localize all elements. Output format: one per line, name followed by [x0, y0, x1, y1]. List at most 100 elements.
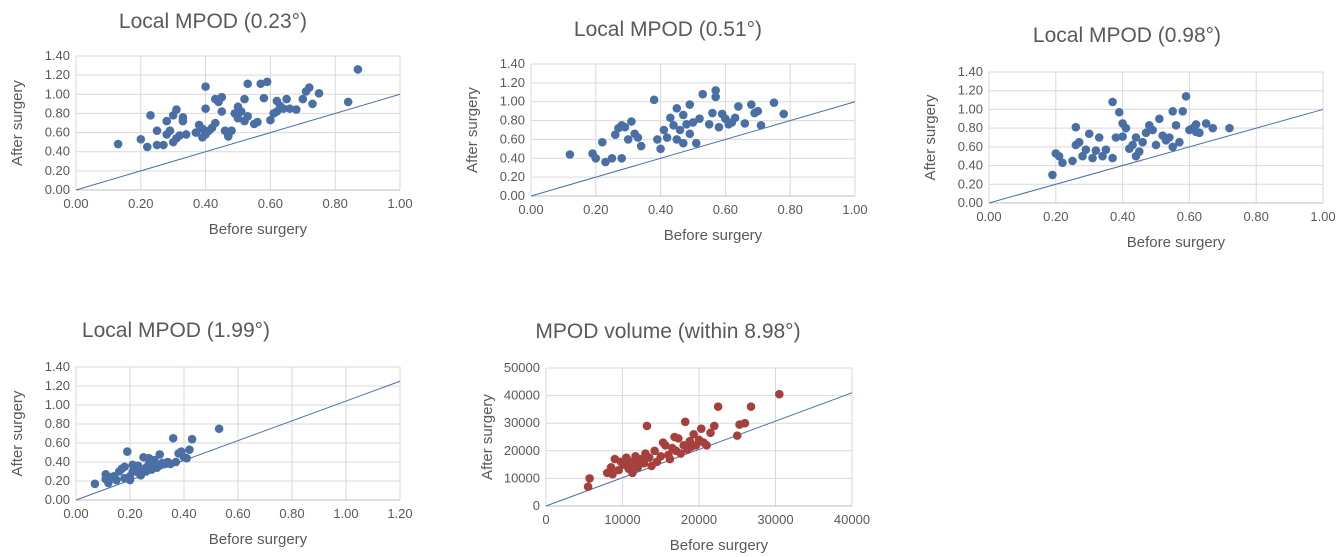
scatter-point: [243, 112, 253, 121]
scatter-point: [292, 105, 301, 114]
y-tick-label: 0.60: [45, 125, 70, 140]
scatter-point: [236, 107, 246, 116]
scatter-point: [661, 440, 670, 450]
scatter-point: [308, 99, 317, 109]
scatter-point: [1151, 140, 1161, 150]
scatter-point: [704, 120, 714, 129]
y-tick-label: 1.20: [500, 75, 525, 90]
scatter-point: [1048, 170, 1057, 180]
y-tick-label: 0.20: [45, 163, 70, 178]
scatter-point: [696, 424, 706, 434]
scatter-point: [649, 95, 659, 105]
scatter-point: [123, 447, 132, 456]
chart-title: MPOD volume (within 8.98°): [535, 320, 800, 343]
x-tick-label: 30000: [757, 512, 793, 527]
y-tick-label: 1.40: [500, 56, 525, 71]
scatter-point: [682, 120, 691, 129]
scatter-point: [1108, 153, 1117, 163]
scatter-point: [583, 482, 593, 491]
scatter-point: [187, 434, 197, 444]
x-tick-label: 40000: [834, 512, 870, 527]
scatter-point: [672, 135, 682, 144]
x-tick-label: 1.00: [842, 202, 867, 217]
scatter-point: [343, 97, 353, 107]
y-tick-label: 0.40: [45, 454, 70, 469]
scatter-point: [1081, 145, 1091, 154]
x-tick-label: 0: [542, 512, 549, 527]
scatter-point: [181, 130, 191, 139]
scatter-point: [314, 89, 324, 98]
x-axis-label: Before surgery: [670, 537, 769, 554]
scatter-point: [756, 120, 766, 130]
scatter-point: [1058, 158, 1067, 168]
scatter-point: [747, 100, 756, 109]
scatter-point: [678, 110, 688, 120]
y-tick-label: 0.60: [45, 435, 70, 450]
scatter-point: [779, 109, 789, 119]
scatter-point: [713, 402, 723, 411]
y-tick-label: 0.80: [45, 416, 70, 431]
scatter-point: [1165, 133, 1174, 142]
scatter-point: [1118, 132, 1127, 141]
scatter-point: [740, 119, 750, 128]
scatter-point: [775, 389, 784, 399]
x-tick-label: 0.80: [323, 196, 348, 211]
scatter-point: [639, 458, 649, 468]
y-tick-label: 0.80: [500, 113, 525, 128]
scatter-point: [1078, 151, 1087, 161]
scatter-point: [1195, 128, 1204, 138]
scatter-point: [125, 475, 135, 485]
scatter-point: [1141, 128, 1151, 138]
scatter-point: [1178, 107, 1188, 116]
scatter-point: [601, 157, 610, 167]
scatter-point: [710, 421, 719, 431]
scatter-point: [191, 128, 201, 137]
scatter-point: [262, 77, 272, 87]
y-tick-label: 1.00: [500, 94, 525, 109]
chart-title: Local MPOD (0.51°): [574, 18, 762, 41]
scatter-point: [708, 108, 717, 118]
y-tick-label: 50000: [504, 360, 540, 375]
x-axis-label: Before surgery: [664, 227, 763, 244]
x-tick-label: 1.00: [387, 196, 412, 211]
scatter-point: [266, 115, 275, 125]
scatter-point: [711, 92, 720, 102]
scatter-point: [1091, 146, 1101, 155]
scatter-point: [695, 114, 704, 123]
scatter-point: [1128, 140, 1137, 150]
scatter-point: [740, 418, 750, 428]
y-tick-label: 0.80: [958, 120, 983, 135]
scatter-point: [304, 83, 314, 92]
scatter-point: [642, 421, 652, 431]
scatter-point: [214, 424, 224, 434]
scatter-point: [656, 144, 665, 154]
scatter-point: [732, 431, 742, 440]
scatter-point: [182, 453, 191, 463]
scatter-point: [1084, 129, 1094, 139]
scatter-point: [680, 417, 690, 427]
y-tick-label: 0: [533, 498, 540, 513]
scatter-point: [353, 65, 363, 74]
scatter-point: [665, 454, 675, 464]
x-tick-label: 0.20: [583, 202, 608, 217]
scatter-point: [734, 102, 743, 111]
y-tick-label: 0.40: [500, 150, 525, 165]
y-tick-label: 0.60: [500, 131, 525, 146]
chart-local-mpod-098: Local MPOD (0.98°) 0.00 0.20 0.40 0.60 0.80 1.…: [922, 24, 1336, 251]
y-tick-label: 0.00: [958, 195, 983, 210]
x-axis-label: Before surgery: [209, 531, 308, 548]
scatter-point: [653, 135, 662, 144]
scatter-point: [698, 89, 708, 99]
y-tick-label: 1.20: [45, 378, 70, 393]
scatter-point: [610, 130, 620, 140]
scatter-point: [1094, 133, 1104, 142]
scatter-point: [656, 452, 666, 461]
x-tick-label: 20000: [681, 512, 717, 527]
x-tick-label: 0.00: [63, 196, 88, 211]
scatter-point: [175, 131, 184, 140]
reference-line: [530, 101, 856, 197]
y-tick-label: 1.00: [45, 397, 70, 412]
reference-line: [988, 108, 1324, 204]
x-axis-label: Before surgery: [1127, 234, 1226, 251]
scatter-point: [730, 113, 740, 123]
